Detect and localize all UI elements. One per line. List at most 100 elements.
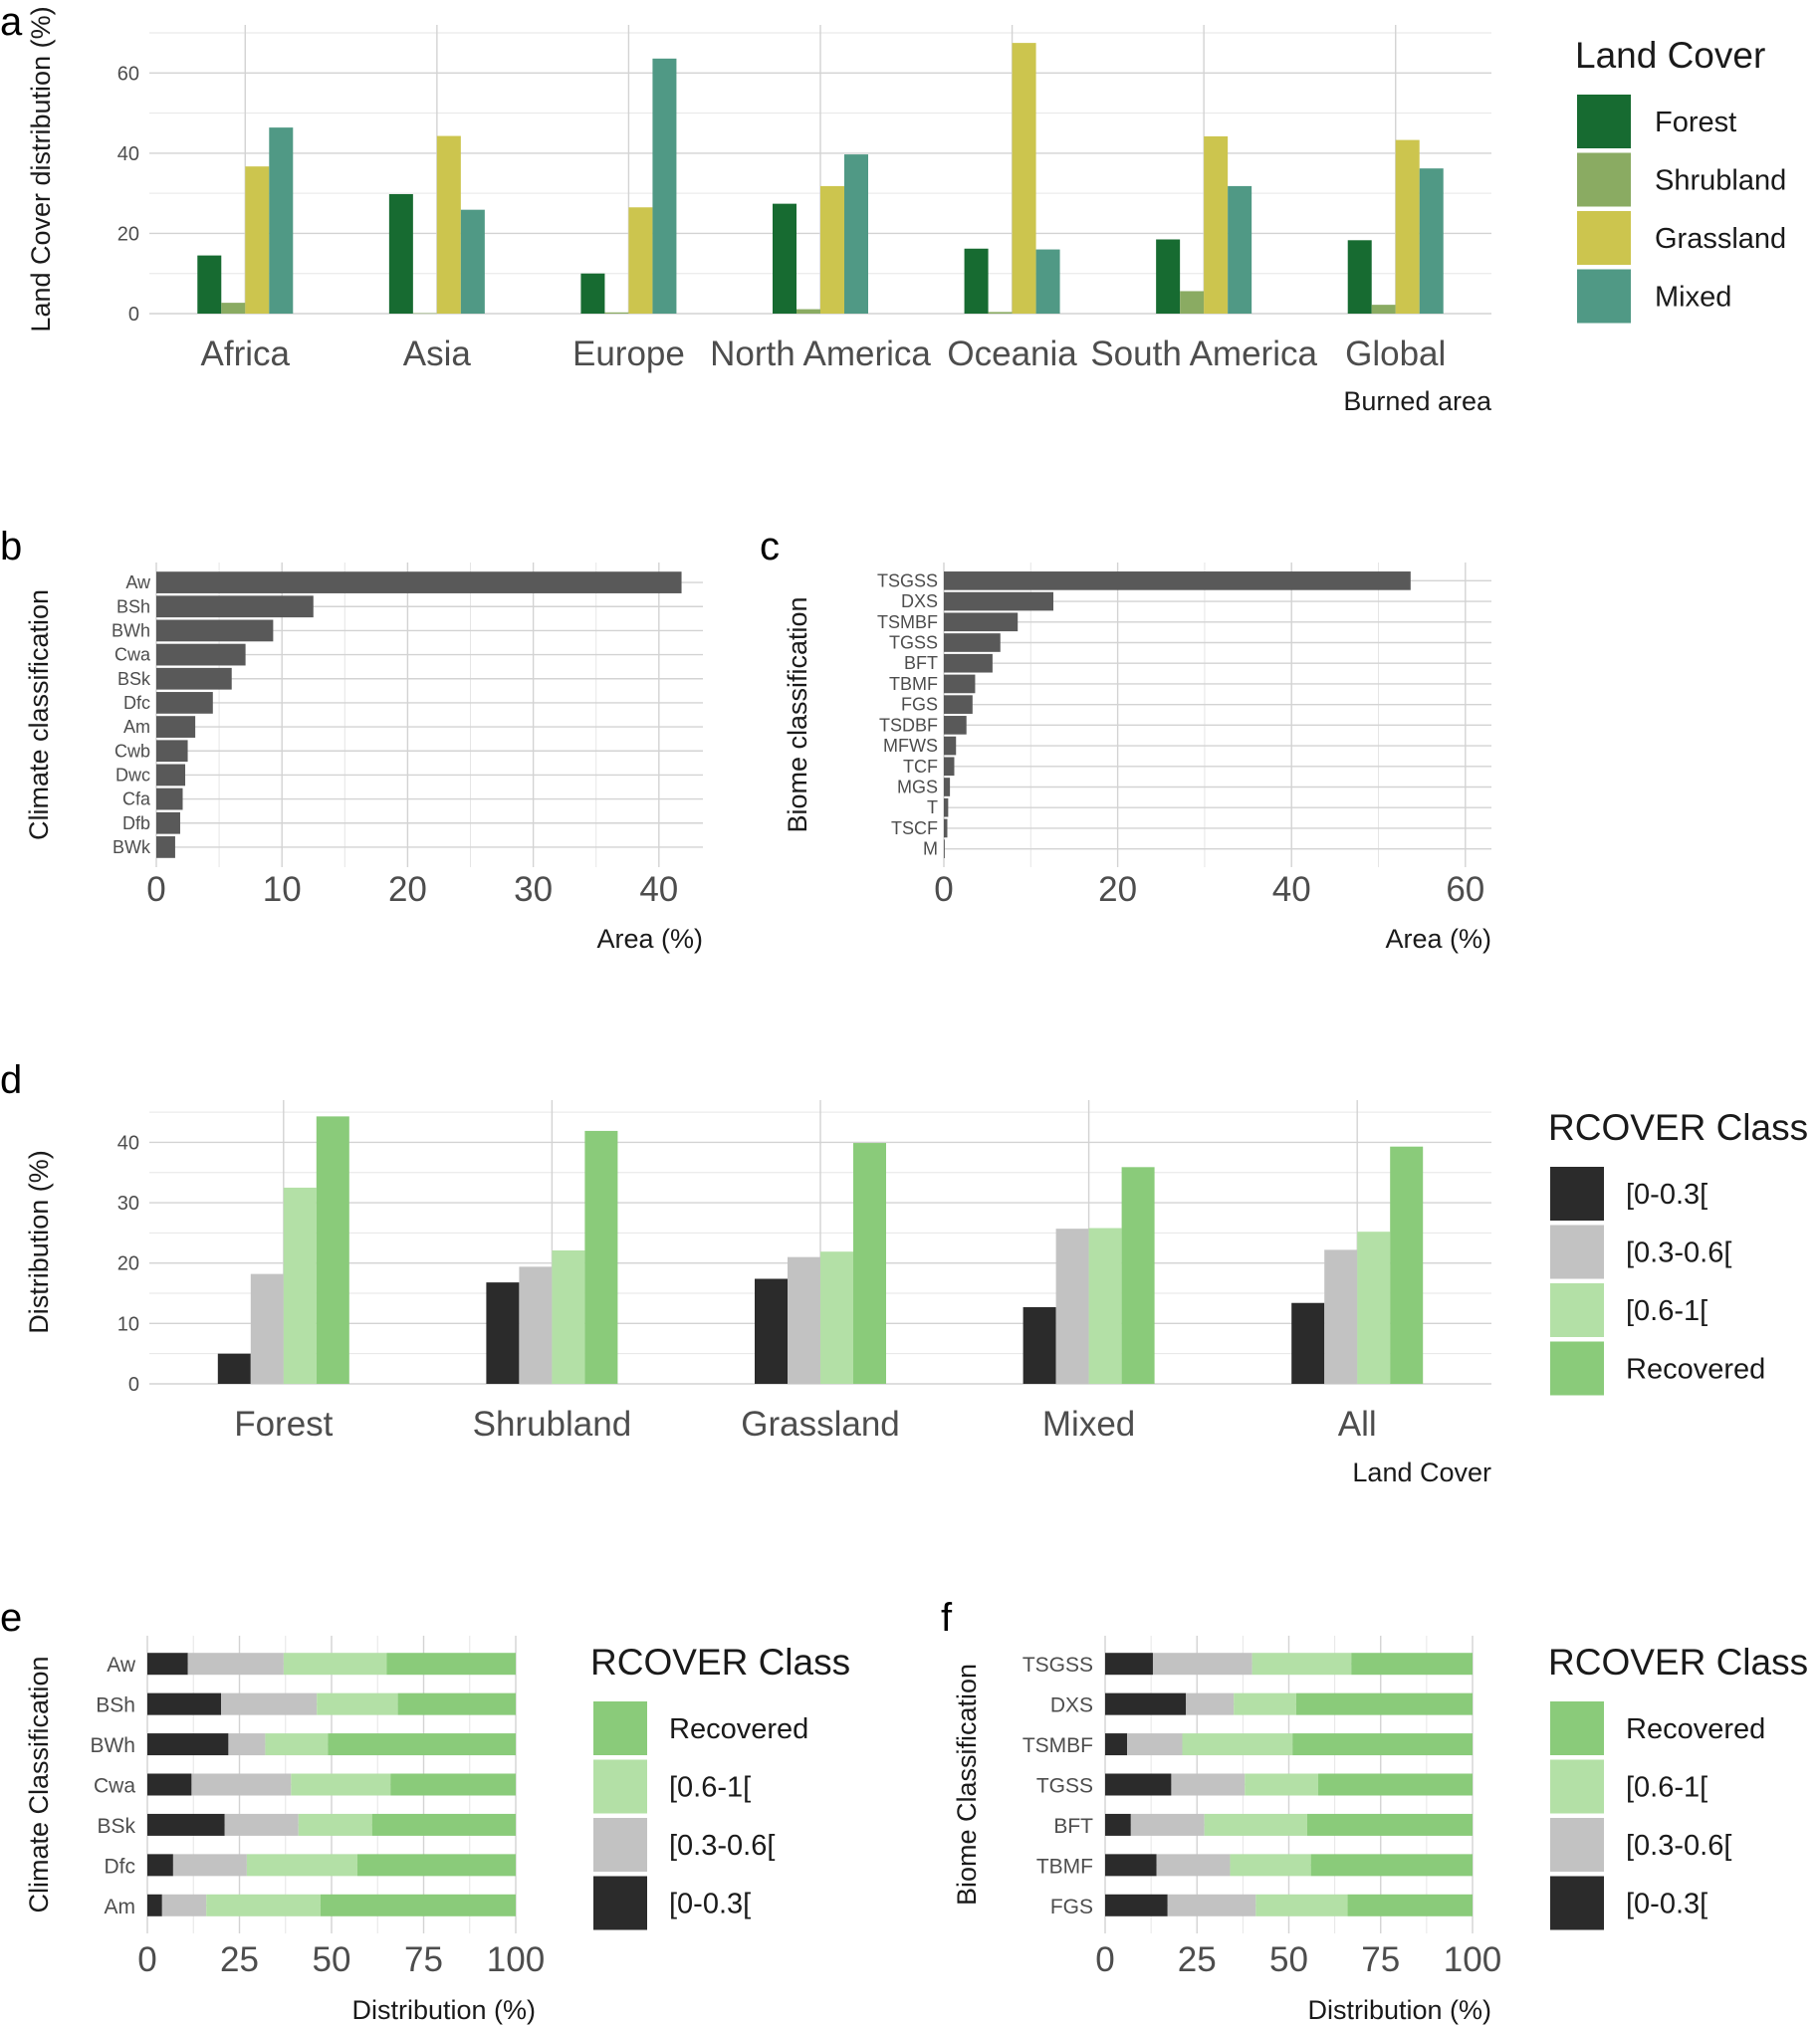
bar-asia-forest — [388, 193, 413, 314]
bar-cwa — [156, 643, 246, 666]
x-tick-label: 0 — [934, 870, 953, 909]
y-category-label: TBMF — [1036, 1855, 1093, 1878]
bar-tsgss — [944, 571, 1411, 590]
x-category-label: South America — [1090, 335, 1317, 373]
x-category-label: Shrubland — [473, 1405, 632, 1444]
bar-segment-aw-recovered — [386, 1653, 516, 1676]
y-category-label: TCF — [903, 757, 938, 777]
bar-segment-bsh-0-6-1 — [317, 1692, 398, 1715]
bar-segment-cwa-0-0-3 — [147, 1773, 192, 1796]
y-tick-label: 10 — [117, 1313, 139, 1335]
x-tick-label: 0 — [1095, 1940, 1114, 1979]
panel-label: a — [0, 0, 23, 44]
bar-fgs — [944, 695, 973, 714]
y-tick-label: 0 — [128, 304, 139, 326]
panel-e-rcover-by-climate: 0 25 50 75 100 Aw BSh BWh Cwa BSk Dfc Am Distributio… — [0, 1596, 850, 2025]
bar-asia-shrubland — [412, 313, 437, 315]
y-category-label: Aw — [125, 572, 151, 592]
legend-label-0-3-0-6: [0.3-0.6[ — [669, 1830, 775, 1862]
x-category-label: Oceania — [947, 335, 1077, 373]
bar-segment-dfc-0-3-0-6 — [172, 1854, 247, 1877]
bar-segment-fgs-0-6-1 — [1255, 1894, 1348, 1916]
bar-north-america-shrubland — [796, 309, 820, 314]
y-category-label: TSMBF — [1023, 1734, 1093, 1757]
x-category-label: North America — [710, 335, 931, 373]
legend-label-grassland: Grassland — [1655, 223, 1786, 255]
y-axis-title: Land Cover distribution (%) — [26, 6, 56, 332]
bar-segment-cwa-0-3-0-6 — [191, 1773, 292, 1796]
y-category-label: T — [927, 797, 938, 817]
y-axis-title: Distribution (%) — [24, 1150, 54, 1334]
bar-grassland-recovered — [853, 1143, 886, 1384]
x-axis-title: Burned area — [1343, 386, 1492, 416]
bar-mixed-0-6-1 — [1088, 1228, 1122, 1384]
bar-tsdbf — [944, 716, 967, 735]
y-category-label: MGS — [897, 778, 938, 797]
y-axis-title: Biome classification — [783, 596, 812, 832]
y-category-label: Cwb — [114, 741, 150, 761]
x-category-label: Mixed — [1042, 1405, 1135, 1444]
x-category-label: Africa — [201, 335, 291, 373]
legend-key-0-6-1 — [593, 1759, 647, 1814]
legend-key-0-3-0-6 — [593, 1818, 647, 1872]
bar-segment-dxs-0-0-3 — [1105, 1692, 1187, 1715]
y-category-label: Am — [123, 717, 150, 737]
bar-segment-fgs-0-0-3 — [1105, 1894, 1168, 1916]
x-tick-label: 25 — [1178, 1940, 1217, 1979]
y-category-label: TSGSS — [1023, 1654, 1093, 1677]
bar-dxs — [944, 591, 1053, 611]
bar-segment-bsk-0-0-3 — [147, 1813, 225, 1836]
bar-mixed-0-3-0-6 — [1055, 1229, 1089, 1384]
x-tick-label: 0 — [137, 1940, 156, 1979]
bar-aw — [156, 571, 682, 593]
x-category-label: All — [1338, 1405, 1377, 1444]
bar-segment-tsgss-0-0-3 — [1105, 1653, 1153, 1676]
y-category-label: DXS — [901, 591, 938, 611]
bar-segment-bft-recovered — [1306, 1813, 1473, 1836]
x-axis-title: Distribution (%) — [1307, 1995, 1491, 2025]
y-category-label: Cwa — [114, 645, 151, 665]
panel-label: f — [941, 1596, 953, 1640]
y-category-label: BSh — [96, 1694, 135, 1717]
bar-segment-aw-0-3-0-6 — [187, 1653, 284, 1676]
legend-key-shrubland — [1577, 152, 1631, 207]
bar-europe-shrubland — [604, 312, 629, 314]
legend-key-0-0-3 — [593, 1876, 647, 1930]
x-axis-title: Area (%) — [596, 924, 703, 954]
x-axis-title: Distribution (%) — [351, 1995, 536, 2025]
legend-key-mixed — [1577, 269, 1631, 324]
bar-asia-mixed — [460, 209, 485, 314]
legend-label-recovered: Recovered — [1626, 1713, 1765, 1745]
bar-segment-tsmbf-0-6-1 — [1182, 1733, 1293, 1756]
y-category-label: MFWS — [883, 736, 938, 756]
legend-label-0-0-3: [0-0.3[ — [669, 1889, 751, 1920]
bar-segment-tsmbf-recovered — [1292, 1733, 1473, 1756]
legend-key-0-3-0-6 — [1550, 1225, 1604, 1279]
bar-all-0-0-3 — [1291, 1302, 1325, 1384]
y-category-label: DXS — [1050, 1694, 1093, 1717]
bar-all-0-3-0-6 — [1324, 1249, 1358, 1384]
x-category-label: Forest — [234, 1405, 333, 1444]
bar-segment-dxs-0-3-0-6 — [1186, 1692, 1235, 1715]
y-category-label: Cfa — [122, 789, 151, 809]
bar-global-forest — [1347, 240, 1372, 314]
x-category-label: Global — [1345, 335, 1446, 373]
bar-segment-am-0-3-0-6 — [161, 1894, 207, 1916]
bar-segment-tgss-0-6-1 — [1245, 1773, 1319, 1796]
bar-africa-mixed — [269, 127, 294, 314]
bar-segment-dxs-0-6-1 — [1234, 1692, 1296, 1715]
x-category-label: Europe — [572, 335, 685, 373]
bar-segment-fgs-recovered — [1347, 1894, 1473, 1916]
y-category-label: BSk — [97, 1815, 135, 1838]
legend-label-0-6-1: [0.6-1[ — [669, 1772, 751, 1804]
legend-label-0-0-3: [0-0.3[ — [1626, 1889, 1707, 1920]
bar-segment-tbmf-0-0-3 — [1105, 1854, 1157, 1877]
legend-title: RCOVER Class — [590, 1642, 850, 1683]
y-category-label: Am — [105, 1896, 136, 1918]
y-category-label: TSMBF — [877, 612, 938, 632]
legend-label-0-3-0-6: [0.3-0.6[ — [1626, 1238, 1731, 1269]
legend-key-0-6-1 — [1550, 1283, 1604, 1337]
bar-segment-bsh-0-3-0-6 — [221, 1692, 318, 1715]
panel-label: c — [760, 525, 780, 568]
bar-segment-tsgss-0-3-0-6 — [1152, 1653, 1252, 1676]
